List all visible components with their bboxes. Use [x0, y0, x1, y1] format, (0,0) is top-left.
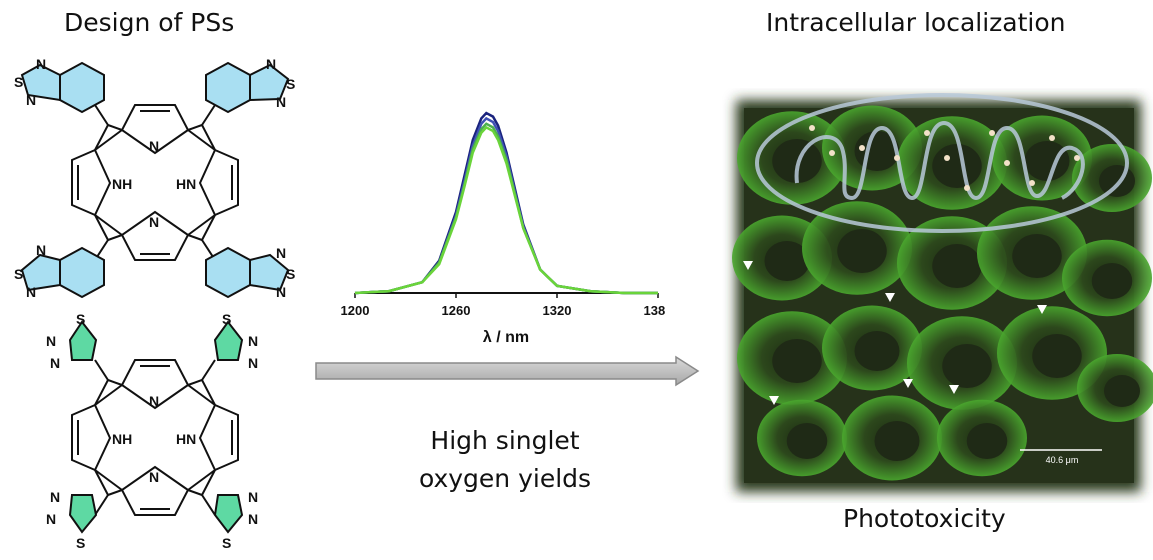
cell-nucleus	[786, 423, 828, 459]
arrowhead	[885, 293, 895, 302]
cell-nucleus	[1032, 334, 1082, 378]
n-label-bot-5: N	[248, 333, 258, 349]
benzothiadiazole-group	[20, 61, 290, 299]
spot	[924, 130, 930, 136]
n-label-top-10: N	[276, 284, 286, 300]
cell-nucleus	[1091, 263, 1133, 299]
hn-label-top: HN	[176, 176, 196, 192]
spectrum-lines	[354, 111, 658, 295]
spot	[1004, 160, 1010, 166]
spot	[809, 125, 815, 131]
s-label-bot-1: S	[76, 311, 85, 327]
arrowhead	[1037, 305, 1047, 314]
n-label-top-9: N	[276, 245, 286, 261]
n-label-bot-2: N	[149, 469, 159, 485]
spot	[1074, 155, 1080, 161]
spot	[944, 155, 950, 161]
high-singlet-line1: High singlet	[430, 426, 580, 455]
x-axis-label: λ / nm	[483, 329, 529, 346]
cell-nucleus	[837, 229, 887, 273]
n-label-bot-3: N	[46, 333, 56, 349]
spot	[1049, 135, 1055, 141]
cell-nucleus	[932, 244, 982, 288]
cell-nucleus	[942, 344, 992, 388]
x-tick-label: 1200	[341, 303, 370, 318]
n-label-top-8: N	[26, 284, 36, 300]
thiadiazole-group	[68, 320, 244, 534]
spot	[989, 130, 995, 136]
s-label-top-4: S	[286, 266, 295, 282]
arrowhead	[903, 379, 913, 388]
n-label-top-2: N	[149, 214, 159, 230]
cell-nucleus	[1024, 141, 1070, 181]
s-label-bot-2: S	[222, 311, 231, 327]
process-arrow	[315, 355, 700, 387]
s-label-top-1: S	[14, 74, 23, 90]
cell-nucleus	[772, 339, 822, 383]
n-label-bot-8: N	[46, 511, 56, 527]
cell-nucleus	[854, 331, 900, 371]
cell-nucleus	[966, 423, 1008, 459]
cell-nucleus	[874, 421, 920, 461]
s-label-bot-3: S	[76, 535, 85, 551]
n-label-bot-9: N	[248, 489, 258, 505]
n-label-bot-6: N	[248, 355, 258, 371]
spectrum-line-2	[354, 116, 658, 295]
scale-label: 40.6 μm	[1046, 455, 1079, 465]
spot	[829, 150, 835, 156]
n-label-top-3: N	[36, 56, 46, 72]
n-label-top-6: N	[276, 94, 286, 110]
spot	[964, 185, 970, 191]
nh-label-top: NH	[112, 176, 132, 192]
n-label-top-5: N	[266, 56, 276, 72]
n-label-bot-10: N	[248, 511, 258, 527]
s-label-bot-4: S	[222, 535, 231, 551]
intracellular-caption: Intracellular localization	[766, 8, 1066, 37]
mitochondria-spots	[809, 125, 1080, 191]
cell-nucleus	[932, 144, 982, 188]
microscopy-image: 40.6 μm	[732, 93, 1153, 492]
x-tick-label: 1380	[644, 303, 665, 318]
high-singlet-caption: High singlet oxygen yields	[370, 422, 640, 498]
arrowhead	[769, 396, 779, 405]
cell-nucleus	[1099, 165, 1135, 197]
spectrum-line-4	[354, 125, 658, 295]
phototoxicity-caption: Phototoxicity	[843, 504, 1006, 533]
cell-nucleus	[764, 241, 810, 281]
arrowhead	[743, 261, 753, 270]
x-ticks: 1200 1260 1320 1380	[341, 293, 665, 318]
spot	[859, 145, 865, 151]
s-label-top-3: S	[14, 266, 23, 282]
arrowhead	[949, 385, 959, 394]
thiadiazole-porphyrin: NH HN N N S N N S N N N N S N N S	[46, 311, 258, 551]
n-label-bot-7: N	[50, 489, 60, 505]
hn-label-bot: HN	[176, 431, 196, 447]
design-caption: Design of PSs	[64, 8, 235, 37]
nh-label-bot: NH	[112, 431, 132, 447]
s-label-top-2: S	[286, 76, 295, 92]
cell-nucleus	[1104, 375, 1140, 407]
cell-nucleus	[1012, 234, 1062, 278]
mitochondrion-outline	[755, 93, 1129, 233]
x-tick-label: 1320	[543, 303, 572, 318]
n-label-top-7: N	[36, 242, 46, 258]
n-label-top-4: N	[26, 92, 36, 108]
x-tick-label: 1260	[442, 303, 471, 318]
n-label-bot-1: N	[149, 393, 159, 409]
n-label-bot-4: N	[50, 355, 60, 371]
benzothiadiazole-porphyrin: NH HN N N N S N N S N N S N N S N	[14, 56, 295, 300]
spot	[894, 155, 900, 161]
singlet-oxygen-spectrum: 1200 1260 1320 1380 λ / nm	[341, 111, 665, 346]
spot	[1029, 180, 1035, 186]
cell-arrowheads	[743, 261, 1047, 405]
n-label-top-1: N	[149, 138, 159, 154]
high-singlet-caption-wrap: High singlet oxygen yields	[370, 0, 640, 560]
high-singlet-line2: oxygen yields	[418, 464, 592, 493]
spectrum-line-1	[354, 111, 658, 295]
